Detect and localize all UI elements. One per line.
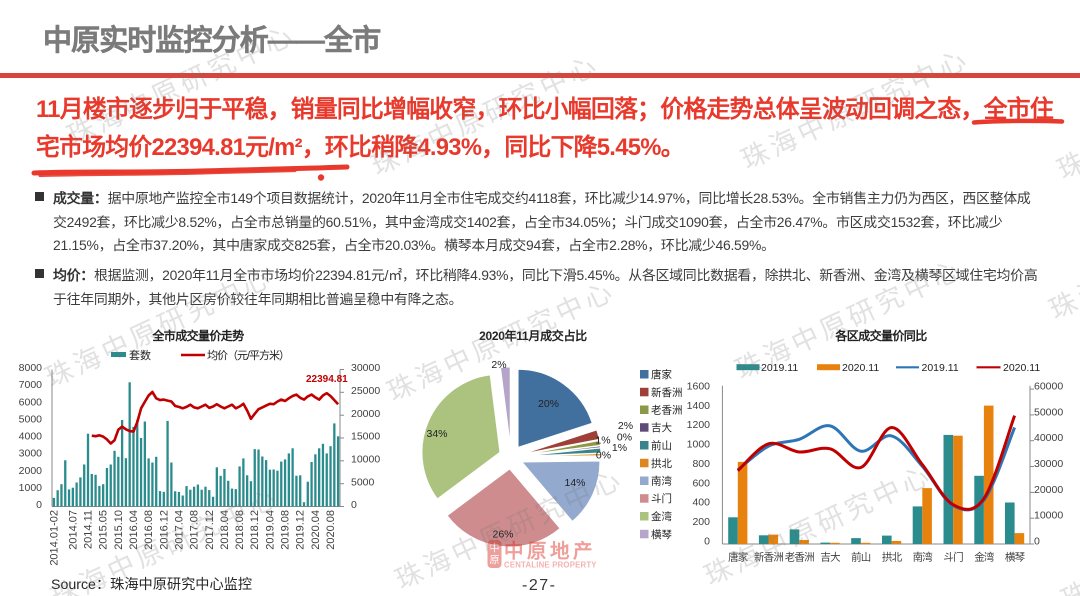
svg-text:1200: 1200 — [687, 419, 711, 431]
svg-text:金湾: 金湾 — [974, 551, 995, 564]
svg-text:2%: 2% — [491, 359, 506, 371]
svg-text:拱北: 拱北 — [882, 551, 903, 564]
svg-text:斗门: 斗门 — [943, 551, 963, 564]
svg-text:套数: 套数 — [129, 349, 151, 362]
svg-text:60000: 60000 — [1034, 381, 1063, 393]
svg-text:30000: 30000 — [1034, 458, 1063, 470]
svg-text:22394.81: 22394.81 — [306, 374, 348, 385]
svg-text:老香洲: 老香洲 — [785, 551, 814, 564]
svg-text:全市成交量价走势: 全市成交量价走势 — [151, 328, 244, 343]
svg-text:10000: 10000 — [1034, 510, 1063, 522]
svg-text:2017.04: 2017.04 — [173, 510, 185, 550]
svg-text:均价（元/平方米）: 均价（元/平方米） — [207, 348, 289, 362]
svg-text:25000: 25000 — [351, 385, 380, 397]
svg-text:前山: 前山 — [651, 439, 672, 452]
svg-text:8000: 8000 — [19, 362, 43, 374]
svg-text:26%: 26% — [492, 529, 513, 541]
svg-text:34%: 34% — [426, 428, 447, 440]
svg-text:南湾: 南湾 — [651, 475, 672, 488]
svg-text:2018.04: 2018.04 — [219, 510, 231, 550]
svg-text:2019.11: 2019.11 — [922, 362, 959, 374]
svg-text:2014.07: 2014.07 — [67, 510, 79, 550]
svg-text:CENTALINE PROPERTY: CENTALINE PROPERTY — [504, 561, 597, 570]
svg-text:1000: 1000 — [687, 439, 711, 451]
svg-text:20000: 20000 — [351, 408, 380, 420]
svg-text:3000: 3000 — [19, 448, 43, 460]
svg-text:唐家: 唐家 — [651, 368, 672, 381]
svg-text:5000: 5000 — [19, 414, 43, 426]
svg-text:15000: 15000 — [351, 431, 380, 443]
svg-text:4000: 4000 — [19, 431, 43, 443]
svg-text:2000: 2000 — [19, 465, 43, 477]
svg-text:10000: 10000 — [351, 453, 380, 465]
svg-text:各区成交量价同比: 各区成交量价同比 — [834, 328, 927, 343]
svg-text:0: 0 — [36, 499, 42, 511]
svg-text:2016.12: 2016.12 — [158, 510, 170, 550]
svg-text:400: 400 — [692, 497, 710, 509]
svg-text:新香洲: 新香洲 — [754, 551, 783, 564]
svg-text:0: 0 — [351, 499, 357, 511]
svg-text:14%: 14% — [564, 477, 585, 489]
svg-text:1%: 1% — [612, 442, 627, 454]
svg-text:30000: 30000 — [351, 362, 380, 374]
svg-text:中: 中 — [490, 542, 500, 555]
svg-text:2019.08: 2019.08 — [280, 510, 292, 550]
svg-text:唐家: 唐家 — [728, 551, 749, 564]
svg-text:800: 800 — [692, 458, 710, 470]
svg-text:拱北: 拱北 — [651, 457, 672, 470]
svg-text:2017.08: 2017.08 — [189, 510, 201, 550]
svg-text:0%: 0% — [596, 450, 611, 462]
svg-text:横琴: 横琴 — [651, 528, 672, 541]
svg-text:吉大: 吉大 — [820, 551, 841, 564]
svg-text:吉大: 吉大 — [651, 421, 672, 434]
svg-text:40000: 40000 — [1034, 432, 1063, 444]
svg-text:原: 原 — [490, 555, 500, 567]
svg-text:5000: 5000 — [351, 476, 375, 488]
svg-text:600: 600 — [692, 477, 710, 489]
svg-text:2014.11: 2014.11 — [83, 510, 95, 549]
svg-text:200: 200 — [692, 516, 710, 528]
svg-text:南湾: 南湾 — [913, 551, 934, 564]
svg-text:老香洲: 老香洲 — [651, 404, 683, 417]
svg-text:金湾: 金湾 — [651, 510, 672, 523]
svg-text:2019.11: 2019.11 — [761, 362, 798, 374]
svg-text:2019.04: 2019.04 — [264, 510, 276, 550]
svg-text:1%: 1% — [595, 435, 610, 447]
svg-text:1400: 1400 — [687, 400, 711, 412]
svg-text:6000: 6000 — [19, 396, 43, 408]
svg-text:2020.11: 2020.11 — [842, 362, 879, 374]
svg-text:1600: 1600 — [687, 381, 711, 393]
svg-text:20000: 20000 — [1034, 484, 1063, 496]
svg-text:2017.12: 2017.12 — [204, 510, 216, 550]
svg-text:1000: 1000 — [19, 482, 43, 494]
svg-text:2020年11月成交占比: 2020年11月成交占比 — [479, 328, 587, 343]
svg-text:2018.12: 2018.12 — [249, 510, 261, 550]
svg-text:50000: 50000 — [1034, 406, 1063, 418]
svg-text:横琴: 横琴 — [1005, 551, 1026, 564]
svg-text:2020.11: 2020.11 — [1003, 362, 1040, 374]
svg-text:2016.04: 2016.04 — [128, 510, 140, 550]
svg-text:2020.08: 2020.08 — [325, 510, 337, 550]
svg-text:中原地产: 中原地产 — [504, 540, 596, 563]
svg-text:7000: 7000 — [19, 379, 43, 391]
svg-text:2019.12: 2019.12 — [295, 510, 307, 550]
svg-text:斗门: 斗门 — [651, 492, 672, 505]
svg-text:2015.10: 2015.10 — [113, 510, 125, 550]
svg-text:2020.04: 2020.04 — [310, 510, 322, 550]
svg-text:新香洲: 新香洲 — [651, 386, 683, 399]
svg-text:2018.08: 2018.08 — [234, 510, 246, 550]
svg-text:2014.01-02: 2014.01-02 — [48, 510, 60, 566]
svg-text:2016.08: 2016.08 — [143, 510, 155, 550]
svg-text:2%: 2% — [618, 420, 633, 432]
svg-text:2015.05: 2015.05 — [98, 510, 110, 550]
svg-text:0: 0 — [704, 535, 710, 547]
svg-text:0%: 0% — [617, 432, 632, 444]
svg-text:0: 0 — [1034, 535, 1040, 547]
svg-text:20%: 20% — [538, 398, 559, 410]
svg-text:前山: 前山 — [851, 551, 871, 564]
